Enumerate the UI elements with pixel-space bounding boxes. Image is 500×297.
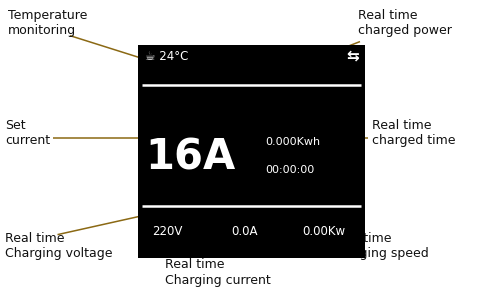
Text: Real time
charged time: Real time charged time: [372, 119, 456, 147]
Text: Temperature
monitoring: Temperature monitoring: [8, 9, 87, 37]
Text: Real time
Charging voltage: Real time Charging voltage: [5, 232, 112, 260]
Text: 00:00:00: 00:00:00: [265, 165, 314, 175]
Text: 0.000Kwh: 0.000Kwh: [265, 137, 320, 146]
Text: Real time
Charging current: Real time Charging current: [165, 258, 271, 287]
Text: 16A: 16A: [145, 137, 236, 179]
Bar: [138, 45, 365, 258]
Text: ☕ 24°C: ☕ 24°C: [145, 50, 188, 63]
Text: 220V: 220V: [152, 225, 182, 238]
Text: ⇆: ⇆: [346, 49, 359, 64]
Text: 0.00Kw: 0.00Kw: [302, 225, 346, 238]
Text: Set
current: Set current: [5, 119, 50, 147]
Text: Real time
charging speed: Real time charging speed: [332, 232, 429, 260]
Text: Real time
charged power: Real time charged power: [358, 9, 452, 37]
Text: 0.0A: 0.0A: [231, 225, 258, 238]
